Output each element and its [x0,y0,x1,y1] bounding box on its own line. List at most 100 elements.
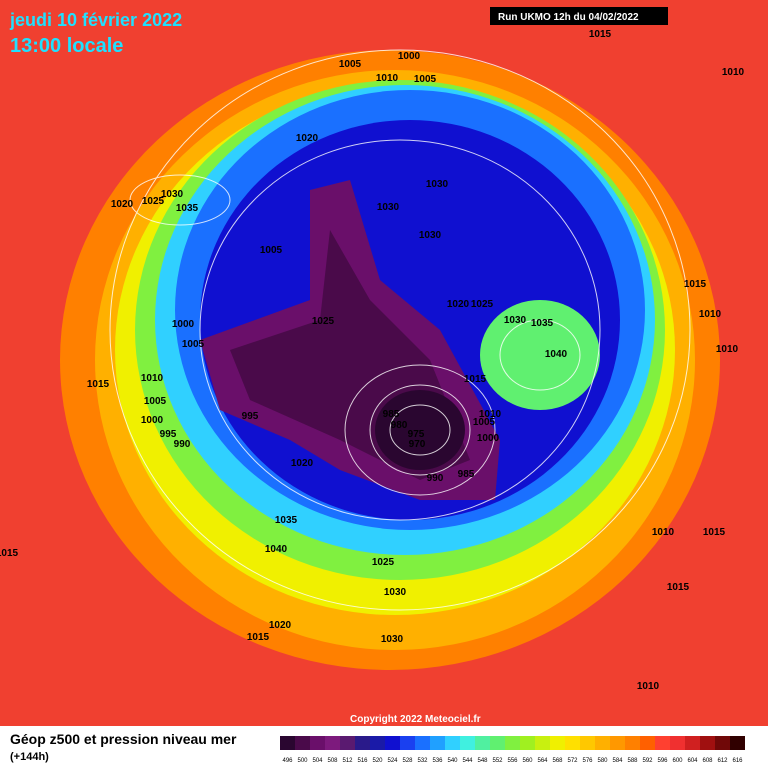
isobar-label: 1015 [703,527,726,538]
colorbar-swatch [505,736,520,750]
colorbar-swatch [550,736,565,750]
colorbar-swatch [460,736,475,750]
colorbar-swatch [445,736,460,750]
isobar-label: 990 [427,473,444,484]
colorbar-label: 500 [297,758,308,764]
colorbar-label: 556 [507,758,518,764]
isobar-label: 1010 [637,681,660,692]
colorbar-swatch [325,736,340,750]
colorbar-swatch [475,736,490,750]
isobar-label: 970 [409,439,426,450]
isobar-label: 1015 [247,632,270,643]
colorbar-swatch [610,736,625,750]
colorbar-swatch [415,736,430,750]
colorbar-swatch [625,736,640,750]
colorbar-label: 604 [687,758,698,764]
isobar-label: 1015 [464,374,487,385]
isobar-label: 1005 [414,74,437,85]
colorbar-label: 576 [582,758,593,764]
colorbar-swatch [295,736,310,750]
colorbar-label: 540 [447,758,458,764]
isobar-label: 985 [383,409,400,420]
colorbar-label: 512 [342,758,353,764]
isobar-label: 1030 [504,315,527,326]
colorbar-swatch [430,736,445,750]
colorbar-swatch [670,736,685,750]
date: jeudi 10 février 2022 [9,10,182,30]
isobar-label: 1005 [182,339,205,350]
field-high [480,300,600,410]
isobar-label: 995 [242,411,259,422]
isobar-label: 1010 [141,373,164,384]
isobar-label: 1010 [716,344,739,355]
isobar-label: 1025 [312,316,335,327]
colorbar-label: 572 [567,758,578,764]
isobar-label: 1035 [275,515,298,526]
isobar-label: 1025 [372,557,395,568]
colorbar-label: 564 [537,758,548,764]
colorbar-label: 608 [702,758,713,764]
run: Run UKMO 12h du 04/02/2022 [498,12,639,23]
isobar-label: 1015 [589,29,612,40]
colorbar-label: 524 [387,758,398,764]
colorbar-swatch [685,736,700,750]
isobar-label: 990 [174,439,191,450]
colorbar-label: 584 [612,758,623,764]
isobar-label: 1000 [141,415,164,426]
colorbar-label: 520 [372,758,383,764]
colorbar-swatch [595,736,610,750]
isobar-label: 1015 [684,279,707,290]
colorbar-label: 496 [282,758,293,764]
colorbar-swatch [385,736,400,750]
isobar-label: 1010 [376,73,399,84]
isobar-label: 1040 [265,544,288,555]
isobar-label: 1010 [722,67,745,78]
colorbar-swatch [355,736,370,750]
isobar-label: 1020 [291,458,314,469]
colorbar-swatch [640,736,655,750]
colorbar-label: 580 [597,758,608,764]
colorbar-swatch [655,736,670,750]
colorbar-label: 548 [477,758,488,764]
isobar-label: 1030 [161,189,184,200]
time: 13:00 locale [10,35,123,57]
isobar-label: 1005 [339,59,362,70]
colorbar-label: 508 [327,758,338,764]
colorbar-swatch [340,736,355,750]
colorbar-label: 504 [312,758,323,764]
isobar-label: 1000 [477,433,500,444]
isobar-label: 995 [160,429,177,440]
isobar-label: 1000 [172,319,195,330]
colorbar-label: 612 [717,758,728,764]
isobar-label: 1040 [545,349,568,360]
colorbar-swatch [580,736,595,750]
isobar-label: 1005 [260,245,283,256]
isobar-label: 1025 [471,299,494,310]
isobar-label: 975 [408,429,425,440]
footer-title: Géop z500 et pression niveau mer [10,731,237,747]
colorbar-swatch [715,736,730,750]
isobar-label: 1010 [479,409,502,420]
colorbar-swatch [520,736,535,750]
colorbar-label: 588 [627,758,638,764]
colorbar-label: 516 [357,758,368,764]
isobar-label: 1030 [384,587,407,598]
colorbar-label: 596 [657,758,668,764]
colorbar-swatch [535,736,550,750]
isobar-label: 1025 [142,196,165,207]
colorbar-label: 528 [402,758,413,764]
isobar-label: 1030 [419,230,442,241]
isobar-label: 1035 [176,203,199,214]
isobar-label: 1010 [652,527,675,538]
isobar-label: 1020 [111,199,134,210]
colorbar-label: 592 [642,758,653,764]
colorbar-label: 544 [462,758,473,764]
isobar-label: 1020 [269,620,292,631]
isobar-label: 1000 [398,51,421,62]
colorbar-label: 532 [417,758,428,764]
field-low [375,390,465,470]
isobar-label: 1035 [531,318,554,329]
colorbar-label: 600 [672,758,683,764]
colorbar-label: 552 [492,758,503,764]
